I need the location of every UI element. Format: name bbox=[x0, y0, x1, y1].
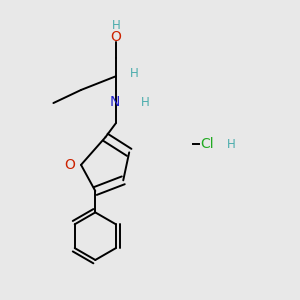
Text: N: N bbox=[110, 95, 120, 110]
Text: H: H bbox=[111, 19, 120, 32]
Text: H: H bbox=[130, 67, 139, 80]
Text: Cl: Cl bbox=[200, 137, 214, 151]
Text: H: H bbox=[141, 96, 150, 109]
Text: O: O bbox=[64, 158, 75, 172]
Text: O: O bbox=[110, 30, 121, 44]
Text: H: H bbox=[227, 138, 236, 151]
